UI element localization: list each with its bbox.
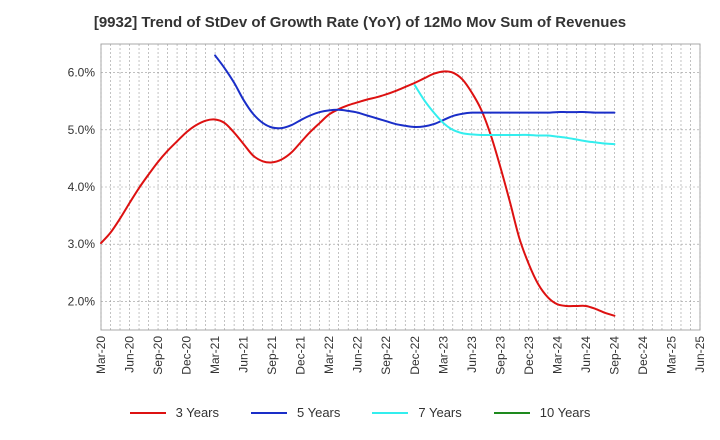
- x-tick-label: Dec-22: [408, 336, 422, 375]
- x-tick-label: Mar-24: [550, 336, 564, 374]
- legend-label: 7 Years: [418, 405, 462, 420]
- x-tick-label: Jun-23: [465, 336, 479, 373]
- x-tick-label: Sep-20: [151, 336, 165, 375]
- y-tick-label: 5.0%: [68, 123, 96, 137]
- legend-label: 3 Years: [175, 405, 219, 420]
- legend-item-5-years: 5 Years: [251, 405, 340, 420]
- legend-item-7-years: 7 Years: [372, 405, 462, 420]
- x-tick-label: Mar-21: [208, 336, 222, 374]
- x-tick-label: Dec-24: [636, 336, 650, 375]
- series-line-7-years: [413, 84, 616, 146]
- x-tick-label: Dec-20: [180, 336, 194, 375]
- x-tick-label: Sep-22: [379, 336, 393, 375]
- x-tick-label: Sep-23: [493, 336, 507, 375]
- legend-label: 10 Years: [539, 405, 591, 420]
- legend-swatch: [372, 411, 409, 414]
- y-tick-label: 4.0%: [68, 180, 96, 194]
- y-tick-label: 2.0%: [68, 294, 96, 308]
- series-line-5-years: [214, 54, 616, 130]
- legend-item-3-years: 3 Years: [129, 405, 219, 420]
- x-tick-label: Mar-25: [664, 336, 678, 374]
- legend: 3 Years 5 Years 7 Years 10 Years: [0, 405, 720, 420]
- series-lines: [100, 54, 616, 317]
- x-tick-label: Mar-22: [322, 336, 336, 374]
- plot-border: [100, 43, 701, 331]
- chart-title: [9932] Trend of StDev of Growth Rate (Yo…: [93, 14, 627, 31]
- legend-label: 5 Years: [297, 405, 341, 420]
- series-line-3-years: [100, 70, 616, 317]
- x-tick-label: Mar-23: [436, 336, 450, 374]
- legend-swatch: [129, 411, 166, 414]
- legend-item-10-years: 10 Years: [493, 405, 591, 420]
- axes: 2.0% 3.0% 4.0% 5.0% 6.0% Mar-20 Jun-20 Sep-20 De…: [68, 66, 707, 375]
- x-tick-label: Jun-20: [123, 336, 137, 373]
- x-tick-label: Sep-21: [265, 336, 279, 375]
- y-tick-label: 6.0%: [68, 66, 96, 80]
- y-tick-label: 3.0%: [68, 237, 96, 251]
- x-tick-label: Dec-23: [522, 336, 536, 375]
- legend-swatch: [251, 411, 287, 414]
- x-tick-label: Jun-25: [693, 336, 707, 373]
- x-tick-label: Dec-21: [294, 336, 308, 375]
- x-tick-label: Jun-21: [237, 336, 251, 373]
- x-tick-label: Mar-20: [94, 336, 108, 374]
- x-tick-label: Sep-24: [607, 336, 621, 375]
- x-tick-label: Jun-24: [579, 336, 593, 373]
- grid: [100, 43, 701, 331]
- x-tick-label: Jun-22: [351, 336, 365, 373]
- legend-swatch: [493, 411, 530, 414]
